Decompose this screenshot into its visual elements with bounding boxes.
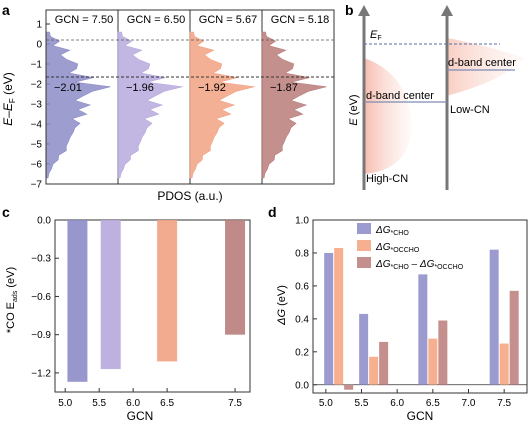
panel-a-dband-value: −1.96 xyxy=(126,82,154,94)
panel-d-bar xyxy=(489,249,499,385)
panel-d-bar xyxy=(369,356,379,385)
panel-d-bar xyxy=(438,320,448,385)
panel-d-label: d xyxy=(268,204,277,220)
panel-a-label: a xyxy=(2,2,10,18)
panel-a-pdos-curve xyxy=(117,31,183,179)
panel-d-legend-label: ΔG*CHO xyxy=(375,225,409,237)
panel-a-dband-value: −1.87 xyxy=(270,82,298,94)
panel-d-ytick-label: 0.2 xyxy=(295,347,309,358)
panel-c-xtick-label: 5.5 xyxy=(92,398,106,409)
panel-c-xtick-label: 7.5 xyxy=(228,398,242,409)
panel-a-ytick-label: −3 xyxy=(31,100,43,111)
panel-a-pdos-columns: GCN = 7.50 −2.01 GCN = 6.50 −1.96 GCN = 5.67… xyxy=(45,10,329,184)
panel-d-ytick-label: 0.6 xyxy=(295,281,309,292)
panel-d-xtick-label: 5.0 xyxy=(319,398,333,409)
panel-b-low-cn-arrow xyxy=(441,5,453,16)
panel-a-ylabel: E–EF (eV) xyxy=(1,72,17,126)
panel-a-xlabel: PDOS (a.u.) xyxy=(157,189,222,203)
panel-d-bar xyxy=(509,290,519,385)
panel-a-ytick-label: 0 xyxy=(36,40,42,51)
panel-a-gcn-label: GCN = 5.18 xyxy=(271,14,329,26)
panel-d-xtick-label: 6.5 xyxy=(426,398,440,409)
panel-d-xtick-label: 5.5 xyxy=(355,398,369,409)
panel-c-ytick-label: 0.0 xyxy=(37,216,51,227)
panel-a-ytick-label: −1 xyxy=(31,60,43,71)
svg-text:*CO Eads (eV): *CO Eads (eV) xyxy=(5,267,19,333)
panel-b-label: b xyxy=(345,2,354,18)
panel-c-xtick-label: 5.0 xyxy=(58,398,72,409)
panel-b-fermi-label: EF xyxy=(370,29,382,42)
panel-c-ytick-label: −0.3 xyxy=(31,254,51,265)
panel-d-xtick-label: 6.0 xyxy=(390,398,404,409)
panel-d-bar xyxy=(344,384,354,390)
panel-d-bar xyxy=(359,313,369,385)
panel-a-ytick-label: −4 xyxy=(31,120,43,131)
panel-d-ytick-label: 0.4 xyxy=(295,314,309,325)
panel-c-xtick-label: 6.0 xyxy=(126,398,140,409)
panel-d-bar xyxy=(379,341,389,385)
panel-b-low-cn-dos xyxy=(447,38,525,96)
svg-text:EF: EF xyxy=(370,29,382,42)
panel-d-legend-swatch xyxy=(357,240,371,251)
panel-d-bar xyxy=(428,338,438,385)
panel-d-legend: ΔG*CHO ΔG*OCCHO ΔG*CHO – ΔG*OCCHO xyxy=(357,223,464,271)
panel-d-bar xyxy=(499,343,509,385)
panel-c-bar xyxy=(67,220,88,382)
panel-a-ytick-label: −5 xyxy=(31,140,43,151)
panel-d-bar xyxy=(334,248,344,385)
panel-d-legend-label: ΔG*OCCHO xyxy=(375,242,420,254)
panel-a-ytick-label: −7 xyxy=(31,180,43,191)
panel-c-xlabel: GCN xyxy=(127,409,154,423)
panel-b-low-cn-label: Low-CN xyxy=(450,104,490,116)
panel-b-high-cn-arrow xyxy=(358,5,370,16)
panel-d-legend-swatch xyxy=(357,257,371,268)
panel-c-ytick-label: −0.6 xyxy=(31,292,51,303)
panel-a-ytick-label: −6 xyxy=(31,160,43,171)
panel-a-ytick-label: 1 xyxy=(36,20,42,31)
panel-a-pdos-curve xyxy=(45,31,111,179)
panel-d-legend-label: ΔG*CHO – ΔG*OCCHO xyxy=(375,259,464,271)
panel-b-high-cn-dos xyxy=(364,58,412,174)
panel-d-chart: 0.0 0.2 0.4 0.6 0.8 1.0 5.0 5.5 6.0 6.5 7.0 7.5 xyxy=(295,216,528,409)
panel-c-ylabel: *CO Eads (eV) xyxy=(5,267,19,333)
panel-d-xlabel: GCN xyxy=(407,409,434,423)
panel-d-legend-swatch xyxy=(357,223,371,234)
panel-c-ytick-label: −0.9 xyxy=(31,330,51,341)
panel-a-gcn-label: GCN = 5.67 xyxy=(199,14,257,26)
panel-d-xtick-label: 7.5 xyxy=(497,398,511,409)
panel-b-dband-right-label: d-band center xyxy=(448,57,516,69)
svg-text:E–EF (eV): E–EF (eV) xyxy=(1,72,17,126)
panel-d-ytick-label: 0.8 xyxy=(295,248,309,259)
panel-d-bar xyxy=(418,274,428,385)
panel-c-chart: 0.0 −0.3 −0.6 −0.9 −1.2 5.0 5.5 6.0 6.5 7.5 xyxy=(31,216,251,409)
panel-c-bar xyxy=(157,220,178,362)
panel-a-gcn-label: GCN = 7.50 xyxy=(55,14,113,26)
panel-a-dband-value: −2.01 xyxy=(54,82,82,94)
panel-c-ytick-label: −1.2 xyxy=(31,368,51,379)
panel-d-ytick-label: 1.0 xyxy=(295,216,309,227)
panel-c-frame xyxy=(54,219,251,393)
panel-b-yaxis-label: E (eV) xyxy=(348,94,360,125)
panel-d-bar xyxy=(324,252,334,385)
panel-a-ytick-label: −2 xyxy=(31,80,43,91)
panel-a-gcn-label: GCN = 6.50 xyxy=(127,14,185,26)
panel-d-ylabel: ΔG (eV) xyxy=(276,285,288,326)
panel-d-frame xyxy=(312,219,528,394)
panel-a-pdos-curve xyxy=(261,31,327,179)
panel-c-label: c xyxy=(2,204,10,220)
panel-d-ytick-label: 0.0 xyxy=(295,380,309,391)
panel-a-dband-value: −1.92 xyxy=(198,82,226,94)
panel-b-dband-left-label: d-band center xyxy=(366,90,434,102)
panel-d-xtick-label: 7.0 xyxy=(462,398,476,409)
panel-b-high-cn-label: High-CN xyxy=(366,173,408,185)
panel-c-bar xyxy=(225,220,246,335)
panel-c-xtick-label: 6.5 xyxy=(160,398,174,409)
panel-a-pdos-curve xyxy=(189,31,255,179)
panel-a-frame xyxy=(45,9,335,185)
panel-c-bar xyxy=(100,220,121,370)
